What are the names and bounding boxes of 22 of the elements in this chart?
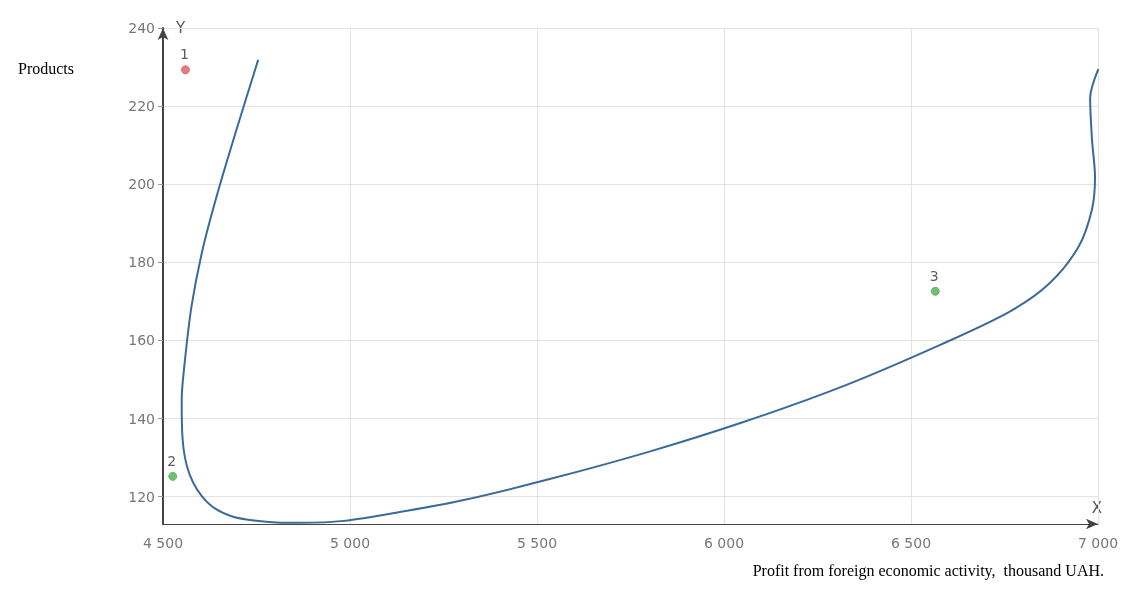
- series-label: 1: [179, 46, 189, 63]
- y-tick-label: 200: [128, 176, 155, 193]
- y-tick-label: 160: [128, 332, 155, 349]
- x-tick-label: 5 000: [329, 535, 371, 551]
- y-axis-title: Products: [18, 59, 74, 77]
- y-tick-label: 220: [128, 98, 155, 115]
- series-label: 3: [929, 267, 939, 284]
- x-tick-label: 6 000: [703, 535, 745, 551]
- x-axis-title: Profit from foreign economic activity, thousand UAH.: [752, 561, 1104, 580]
- point: [168, 471, 178, 481]
- x-tick-label: 4 500: [142, 535, 184, 551]
- point: [930, 286, 940, 296]
- annotation: Y: [175, 18, 186, 37]
- y-tick-label: 180: [128, 254, 155, 271]
- x-tick-label: 7 000: [1077, 535, 1119, 551]
- x-tick-label: 5 500: [516, 535, 558, 551]
- point: [180, 65, 190, 75]
- series-label: 2: [167, 452, 177, 469]
- y-tick-label: 120: [128, 488, 155, 505]
- x-tick-label: 6 500: [890, 535, 932, 551]
- y-tick-label: 140: [128, 410, 155, 427]
- y-tick-label: 240: [128, 20, 155, 36]
